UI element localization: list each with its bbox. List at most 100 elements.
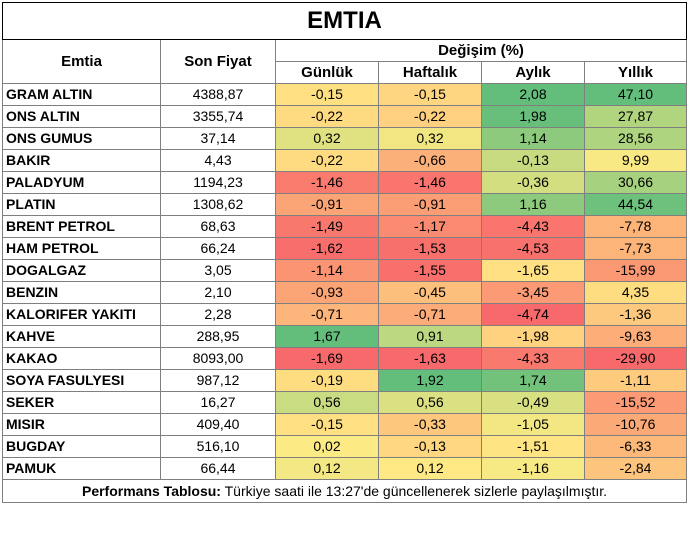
monthly-change-cell: -0,49 (481, 391, 585, 414)
commodity-name-cell: BUGDAY (2, 435, 161, 458)
last-price-cell: 66,24 (160, 237, 276, 260)
monthly-change-cell: 2,08 (481, 83, 585, 106)
daily-change-cell: -1,14 (275, 259, 379, 282)
last-price-cell: 4388,87 (160, 83, 276, 106)
monthly-change-cell: -1,98 (481, 325, 585, 348)
commodity-name-cell: HAM PETROL (2, 237, 161, 260)
monthly-change-cell: -1,51 (481, 435, 585, 458)
daily-change-cell: -0,91 (275, 193, 379, 216)
daily-change-cell: 0,02 (275, 435, 379, 458)
header-daily: Günlük (275, 61, 379, 84)
commodity-name-cell: KALORIFER YAKITI (2, 303, 161, 326)
monthly-change-cell: -1,16 (481, 457, 585, 480)
commodity-name-cell: MISIR (2, 413, 161, 436)
last-price-cell: 2,28 (160, 303, 276, 326)
daily-change-cell: -0,19 (275, 369, 379, 392)
monthly-change-cell: 1,14 (481, 127, 585, 150)
yearly-change-cell: 9,99 (583, 149, 687, 172)
table-row: ONS GUMUS 37,14 0,32 0,32 1,14 28,56 (2, 127, 687, 150)
monthly-change-cell: -4,43 (481, 215, 585, 238)
weekly-change-cell: -1,53 (378, 237, 482, 260)
weekly-change-cell: -1,46 (378, 171, 482, 194)
header-change-group: Değişim (%) (274, 39, 687, 62)
daily-change-cell: -0,71 (275, 303, 379, 326)
daily-change-cell: -1,46 (275, 171, 379, 194)
yearly-change-cell: -29,90 (583, 347, 687, 370)
last-price-cell: 8093,00 (160, 347, 276, 370)
table-row: BUGDAY 516,10 0,02 -0,13 -1,51 -6,33 (2, 435, 687, 458)
yearly-change-cell: -15,99 (583, 259, 687, 282)
commodity-name-cell: PLATIN (2, 193, 161, 216)
weekly-change-cell: -1,55 (378, 259, 482, 282)
monthly-change-cell: -4,33 (481, 347, 585, 370)
commodity-name-cell: SEKER (2, 391, 161, 414)
weekly-change-cell: 0,56 (378, 391, 482, 414)
last-price-cell: 1194,23 (160, 171, 276, 194)
daily-change-cell: -0,22 (275, 149, 379, 172)
weekly-change-cell: -0,22 (378, 105, 482, 128)
yearly-change-cell: -9,63 (583, 325, 687, 348)
table-row: BAKIR 4,43 -0,22 -0,66 -0,13 9,99 (2, 149, 687, 172)
table-row: SEKER 16,27 0,56 0,56 -0,49 -15,52 (2, 391, 687, 414)
table-row: MISIR 409,40 -0,15 -0,33 -1,05 -10,76 (2, 413, 687, 436)
last-price-cell: 3,05 (160, 259, 276, 282)
monthly-change-cell: -3,45 (481, 281, 585, 304)
commodity-name-cell: ONS ALTIN (2, 105, 161, 128)
last-price-cell: 68,63 (160, 215, 276, 238)
table-row: KAKAO 8093,00 -1,69 -1,63 -4,33 -29,90 (2, 347, 687, 370)
yearly-change-cell: -6,33 (583, 435, 687, 458)
yearly-change-cell: 30,66 (583, 171, 687, 194)
table-row: GRAM ALTIN 4388,87 -0,15 -0,15 2,08 47,10 (2, 83, 687, 106)
daily-change-cell: -0,93 (275, 281, 379, 304)
yearly-change-cell: -10,76 (583, 413, 687, 436)
last-price-cell: 66,44 (160, 457, 276, 480)
daily-change-cell: -0,22 (275, 105, 379, 128)
footer-label: Performans Tablosu: (81, 483, 221, 499)
monthly-change-cell: -0,36 (481, 171, 585, 194)
weekly-change-cell: 0,12 (378, 457, 482, 480)
commodity-name-cell: BRENT PETROL (2, 215, 161, 238)
table-row: PLATIN 1308,62 -0,91 -0,91 1,16 44,54 (2, 193, 687, 216)
weekly-change-cell: 0,32 (378, 127, 482, 150)
daily-change-cell: 0,32 (275, 127, 379, 150)
yearly-change-cell: 4,35 (583, 281, 687, 304)
weekly-change-cell: -0,91 (378, 193, 482, 216)
weekly-change-cell: -0,33 (378, 413, 482, 436)
table-body: GRAM ALTIN 4388,87 -0,15 -0,15 2,08 47,10 ONS … (2, 83, 687, 480)
table-footer: Performans Tablosu: Türkiye saati ile 13… (1, 479, 687, 503)
weekly-change-cell: -0,71 (378, 303, 482, 326)
table-row: HAM PETROL 66,24 -1,62 -1,53 -4,53 -7,73 (2, 237, 687, 260)
yearly-change-cell: 28,56 (583, 127, 687, 150)
monthly-change-cell: -4,53 (481, 237, 585, 260)
last-price-cell: 2,10 (160, 281, 276, 304)
table-row: BRENT PETROL 68,63 -1,49 -1,17 -4,43 -7,78 (2, 215, 687, 238)
commodity-name-cell: BAKIR (2, 149, 161, 172)
commodity-name-cell: SOYA FASULYESI (2, 369, 161, 392)
last-price-cell: 1308,62 (160, 193, 276, 216)
monthly-change-cell: 1,16 (481, 193, 585, 216)
yearly-change-cell: -1,36 (583, 303, 687, 326)
table-row: KALORIFER YAKITI 2,28 -0,71 -0,71 -4,74 -1,36 (2, 303, 687, 326)
weekly-change-cell: 0,91 (378, 325, 482, 348)
header-weekly: Haftalık (378, 61, 482, 84)
weekly-change-cell: -0,45 (378, 281, 482, 304)
commodity-name-cell: PAMUK (2, 457, 161, 480)
table-row: PAMUK 66,44 0,12 0,12 -1,16 -2,84 (2, 457, 687, 480)
yearly-change-cell: -2,84 (583, 457, 687, 480)
commodity-name-cell: BENZIN (2, 281, 161, 304)
monthly-change-cell: 1,74 (481, 369, 585, 392)
commodity-name-cell: KAHVE (2, 325, 161, 348)
last-price-cell: 4,43 (160, 149, 276, 172)
yearly-change-cell: -7,78 (583, 215, 687, 238)
weekly-change-cell: -0,15 (378, 83, 482, 106)
daily-change-cell: 1,67 (275, 325, 379, 348)
table-row: SOYA FASULYESI 987,12 -0,19 1,92 1,74 -1,11 (2, 369, 687, 392)
weekly-change-cell: -0,13 (378, 435, 482, 458)
commodity-name-cell: GRAM ALTIN (2, 83, 161, 106)
table-row: BENZIN 2,10 -0,93 -0,45 -3,45 4,35 (2, 281, 687, 304)
commodity-name-cell: PALADYUM (2, 171, 161, 194)
last-price-cell: 987,12 (160, 369, 276, 392)
table-row: DOGALGAZ 3,05 -1,14 -1,55 -1,65 -15,99 (2, 259, 687, 282)
yearly-change-cell: 47,10 (583, 83, 687, 106)
header-commodity: Emtia (2, 39, 161, 84)
